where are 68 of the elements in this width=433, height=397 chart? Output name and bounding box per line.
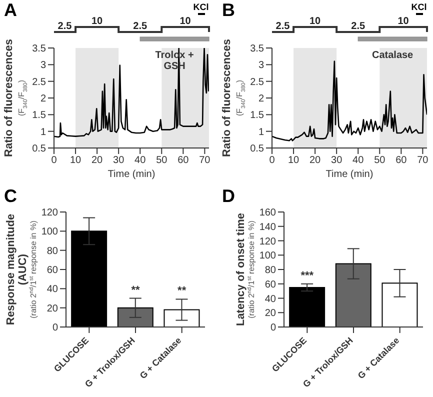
y-tick-label: 40 bbox=[264, 294, 276, 305]
x-tick-label: 50 bbox=[374, 155, 386, 166]
y-tick-label: 0 bbox=[270, 322, 276, 334]
annotation: ** bbox=[131, 284, 140, 296]
annotation: ** bbox=[178, 285, 187, 298]
x-tick-label: 40 bbox=[352, 155, 364, 166]
x-tick-label: 60 bbox=[178, 155, 190, 166]
y-tick-label: 60 bbox=[46, 265, 58, 276]
y-tick-label: 3 bbox=[258, 60, 264, 72]
y-tick-label: 2.5 bbox=[250, 76, 264, 88]
y-axis-title: Response magnitude (AUC) bbox=[5, 214, 29, 326]
y-tick-label: 100 bbox=[41, 226, 58, 238]
chart-title: C bbox=[4, 186, 17, 206]
y-tick-label: 60 bbox=[264, 279, 276, 290]
y-tick-label: 1.5 bbox=[32, 110, 46, 122]
y-tick-label: 1 bbox=[258, 126, 264, 138]
x-tick-label: 70 bbox=[199, 155, 211, 166]
band-label: 10 bbox=[309, 16, 322, 27]
x-tick-label: 10 bbox=[70, 155, 82, 166]
x-tick-label: 40 bbox=[134, 155, 146, 166]
y-tick-label: 2 bbox=[40, 94, 46, 105]
y-tick-label: 3.5 bbox=[250, 44, 264, 55]
x-axis-title: Time (min) bbox=[326, 169, 374, 180]
band-label: 10 bbox=[91, 16, 104, 27]
y-tick-label: 2.5 bbox=[32, 76, 46, 88]
y-tick-label: 120 bbox=[41, 208, 58, 219]
y-tick-label: 100 bbox=[259, 250, 276, 262]
y-tick-label: 1 bbox=[40, 126, 46, 138]
chart-title: A bbox=[4, 0, 17, 20]
y-tick-label: 0 bbox=[52, 322, 58, 334]
text: 2.5 bbox=[351, 21, 366, 32]
text: 2.5 bbox=[133, 21, 148, 32]
annotation: Catalase bbox=[372, 50, 414, 61]
y-axis-title: Ratio of fluorescences bbox=[221, 39, 233, 157]
y-tick-label: 160 bbox=[259, 208, 276, 219]
y-tick-label: 80 bbox=[264, 265, 276, 276]
x-tick-label: 20 bbox=[309, 155, 322, 166]
x-tick-label: 30 bbox=[113, 155, 125, 166]
y-axis-title: Latency of onset time bbox=[235, 212, 247, 326]
y-tick-label: 20 bbox=[46, 303, 58, 314]
y-tick-label: 0.5 bbox=[32, 144, 46, 155]
y-tick-label: 1.5 bbox=[250, 110, 264, 122]
y-tick-label: 20 bbox=[264, 308, 276, 320]
annotation: *** bbox=[300, 270, 314, 282]
text: KCl bbox=[193, 2, 209, 12]
band-label: 10 bbox=[180, 16, 192, 27]
y-tick-label: 120 bbox=[259, 236, 276, 248]
text: 2.5 bbox=[276, 21, 290, 32]
x-tick-label: 50 bbox=[156, 155, 168, 166]
y-tick-label: 140 bbox=[259, 222, 276, 233]
x-axis-title: Time (min) bbox=[108, 169, 156, 180]
x-tick-label: 10 bbox=[288, 155, 300, 166]
x-tick-label: 20 bbox=[91, 155, 104, 166]
chart-title: B bbox=[222, 0, 235, 20]
text: KCl bbox=[411, 2, 427, 12]
y-tick-label: 40 bbox=[46, 284, 58, 296]
x-tick-label: 30 bbox=[331, 155, 343, 166]
x-tick-label: 70 bbox=[417, 155, 429, 166]
y-tick-label: 2 bbox=[258, 94, 264, 105]
y-tick-label: 80 bbox=[46, 246, 58, 257]
y-tick-label: 0.5 bbox=[250, 144, 264, 155]
y-tick-label: 3.5 bbox=[32, 44, 46, 55]
band-label: 10 bbox=[398, 16, 410, 27]
y-axis-title: Ratio of fluorescences bbox=[3, 39, 15, 157]
chart-title: D bbox=[222, 186, 235, 206]
text: 2.5 bbox=[58, 21, 72, 32]
y-tick-label: 3 bbox=[40, 60, 46, 72]
x-tick-label: 60 bbox=[396, 155, 408, 166]
